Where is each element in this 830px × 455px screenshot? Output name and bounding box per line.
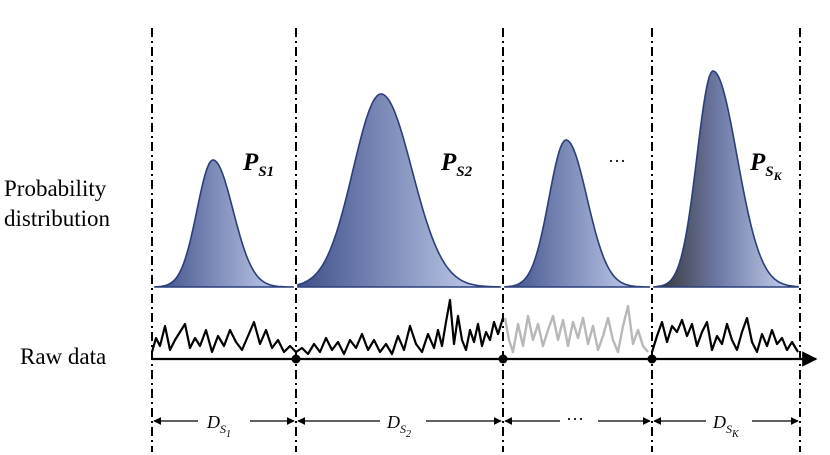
boundary-dot [647,354,657,364]
dist-label-s1: PS1 [242,149,274,180]
segment-boundaries [151,28,801,452]
distribution-curves [154,70,799,288]
distribution-curve [154,159,294,288]
boundary-dot [291,354,301,364]
probability-label-line1: Probability [4,176,107,201]
probability-label-line2: distribution [4,206,111,231]
dist-ellipsis: ··· [608,151,626,171]
data-label-sk: DSK [712,412,740,440]
boundary-dot [498,354,508,364]
data-ellipsis: ··· [566,409,584,429]
raw-data-signal [503,304,649,354]
raw-data-label: Raw data [20,344,106,369]
raw-data-signal [150,320,297,354]
distribution-curve [297,93,502,288]
dist-label-s2: PS2 [440,149,473,180]
data-label-s2: DS2 [386,412,411,440]
distribution-curve [653,70,799,288]
data-label-s1: DS1 [206,412,231,440]
raw-data-signal [295,298,505,356]
boundary-dots [291,354,657,364]
raw-data-signal [650,316,799,354]
distribution-curve [504,139,651,288]
raw-data-signals [150,298,799,356]
dist-label-sk: PSK [749,149,783,183]
